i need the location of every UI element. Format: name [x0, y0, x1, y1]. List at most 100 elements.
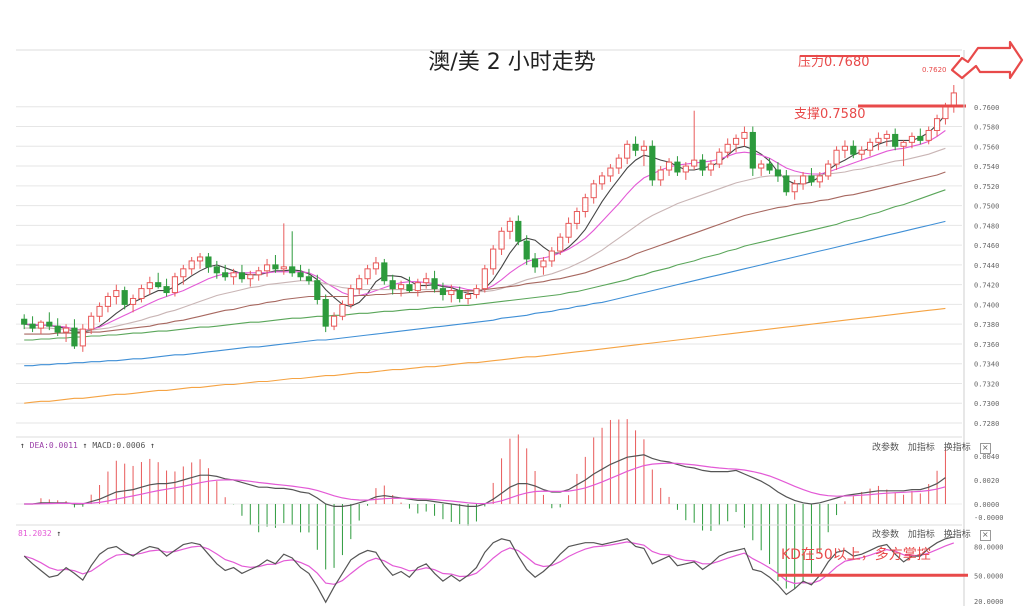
candle-body — [314, 280, 321, 300]
candle-body — [506, 220, 514, 232]
price-tick-label: 0.7380 — [974, 321, 999, 329]
candle-body — [263, 264, 271, 272]
resistance-label: 压力0.7680 — [798, 55, 870, 70]
candle-body — [783, 175, 790, 193]
candle-body — [138, 288, 145, 299]
candle-body — [322, 298, 329, 327]
candle-body — [825, 163, 832, 177]
d-line — [24, 541, 955, 585]
candlesticks — [21, 85, 957, 352]
macd-tick-label: 0.0040 — [974, 453, 999, 461]
candle-body — [607, 167, 614, 177]
candle-body — [942, 106, 949, 120]
candle-body — [816, 175, 823, 183]
ma-line — [24, 130, 946, 331]
candle-body — [933, 118, 941, 131]
price-tick-label: 0.7280 — [974, 420, 999, 428]
candle-body — [397, 284, 405, 290]
macd-indicator-label: ↑ DEA:0.0011 ↑ MACD:0.0006 ↑ — [20, 441, 155, 450]
candle-body — [280, 266, 287, 270]
change-params-button[interactable]: 改参数 — [872, 443, 900, 453]
kd-note: KD在50以上，多方掌控 — [781, 547, 931, 563]
candle-body — [473, 288, 480, 296]
arrow-outline-icon — [950, 40, 1024, 80]
candle-body — [749, 131, 756, 169]
candle-body — [113, 290, 120, 298]
candle-body — [423, 278, 430, 284]
dea-value: DEA:0.0011 — [29, 441, 78, 450]
candle-body — [29, 323, 36, 329]
ma-line — [24, 171, 946, 335]
candle-body — [917, 135, 924, 141]
candle-body — [330, 315, 338, 327]
candle-body — [791, 183, 798, 193]
macd-tick-label: 0.0020 — [974, 477, 999, 485]
candle-body — [339, 303, 346, 317]
switch-indicator-button[interactable]: 换指标 — [943, 443, 971, 453]
candle-body — [892, 133, 899, 147]
candle-body — [565, 222, 572, 238]
price-axis: 0.7600 0.7580 0.7560 0.7540 0.7520 0.7500 0.74… — [963, 50, 999, 606]
candle-body — [732, 137, 740, 145]
kd-indicator-label: 81.2032 ↑ — [18, 529, 62, 538]
candle-body — [674, 161, 681, 173]
kd-tick-label: 20.0000 — [974, 598, 1004, 606]
switch-indicator-button[interactable]: 换指标 — [943, 530, 971, 540]
price-tick-label: 0.7580 — [974, 124, 999, 132]
kd-panel-toolbar: 改参数 加指标 换指标 × — [866, 527, 991, 541]
candle-body — [883, 133, 890, 139]
candle-body — [188, 260, 195, 270]
price-tick-label: 0.7520 — [974, 183, 999, 191]
candle-body — [682, 165, 689, 173]
candle-body — [531, 258, 539, 268]
candle-body — [406, 284, 413, 292]
price-tick-label: 0.7420 — [974, 282, 999, 290]
candle-body — [808, 175, 815, 183]
add-indicator-button[interactable]: 加指标 — [907, 530, 935, 540]
macd-value: MACD:0.0006 — [92, 441, 146, 450]
candle-body — [716, 151, 723, 165]
candle-body — [548, 250, 555, 262]
kd-value: 81.2032 — [18, 529, 52, 538]
close-icon[interactable]: × — [979, 443, 991, 454]
macd-tick-label: 0.0000 — [974, 501, 999, 509]
ma-line — [24, 147, 946, 331]
candle-body — [640, 145, 648, 151]
candle-body — [21, 318, 28, 325]
price-tick-label: 0.7360 — [974, 341, 999, 349]
candle-body — [305, 276, 313, 282]
candle-body — [833, 149, 840, 165]
price-levels — [800, 55, 966, 108]
candle-body — [79, 328, 86, 347]
candle-body — [96, 305, 103, 317]
price-tick-label: 0.7300 — [974, 400, 999, 408]
change-params-button[interactable]: 改参数 — [872, 530, 900, 540]
candle-body — [62, 327, 70, 333]
close-icon[interactable]: × — [979, 530, 991, 541]
support-label: 支撑0.7580 — [794, 107, 866, 122]
candle-body — [289, 266, 296, 274]
candle-body — [213, 266, 220, 274]
candle-body — [766, 163, 773, 171]
candle-body — [665, 161, 673, 171]
candle-body — [129, 297, 137, 305]
candle-body — [741, 131, 748, 139]
candle-body — [657, 169, 664, 181]
candle-body — [908, 135, 916, 143]
candle-body — [230, 272, 237, 278]
price-tick-label: 0.7320 — [974, 380, 999, 388]
ma-line — [24, 220, 946, 367]
price-tick-label: 0.7560 — [974, 143, 999, 151]
candle-body — [272, 264, 279, 270]
candle-body — [88, 315, 95, 330]
candle-body — [171, 276, 179, 294]
candle-body — [582, 197, 589, 213]
candle-body — [196, 256, 204, 262]
add-indicator-button[interactable]: 加指标 — [907, 443, 935, 453]
candle-body — [372, 262, 380, 270]
candle-body — [699, 159, 706, 171]
price-tick-label: 0.7400 — [974, 301, 999, 309]
candle-body — [37, 321, 45, 329]
candle-body — [925, 129, 932, 141]
